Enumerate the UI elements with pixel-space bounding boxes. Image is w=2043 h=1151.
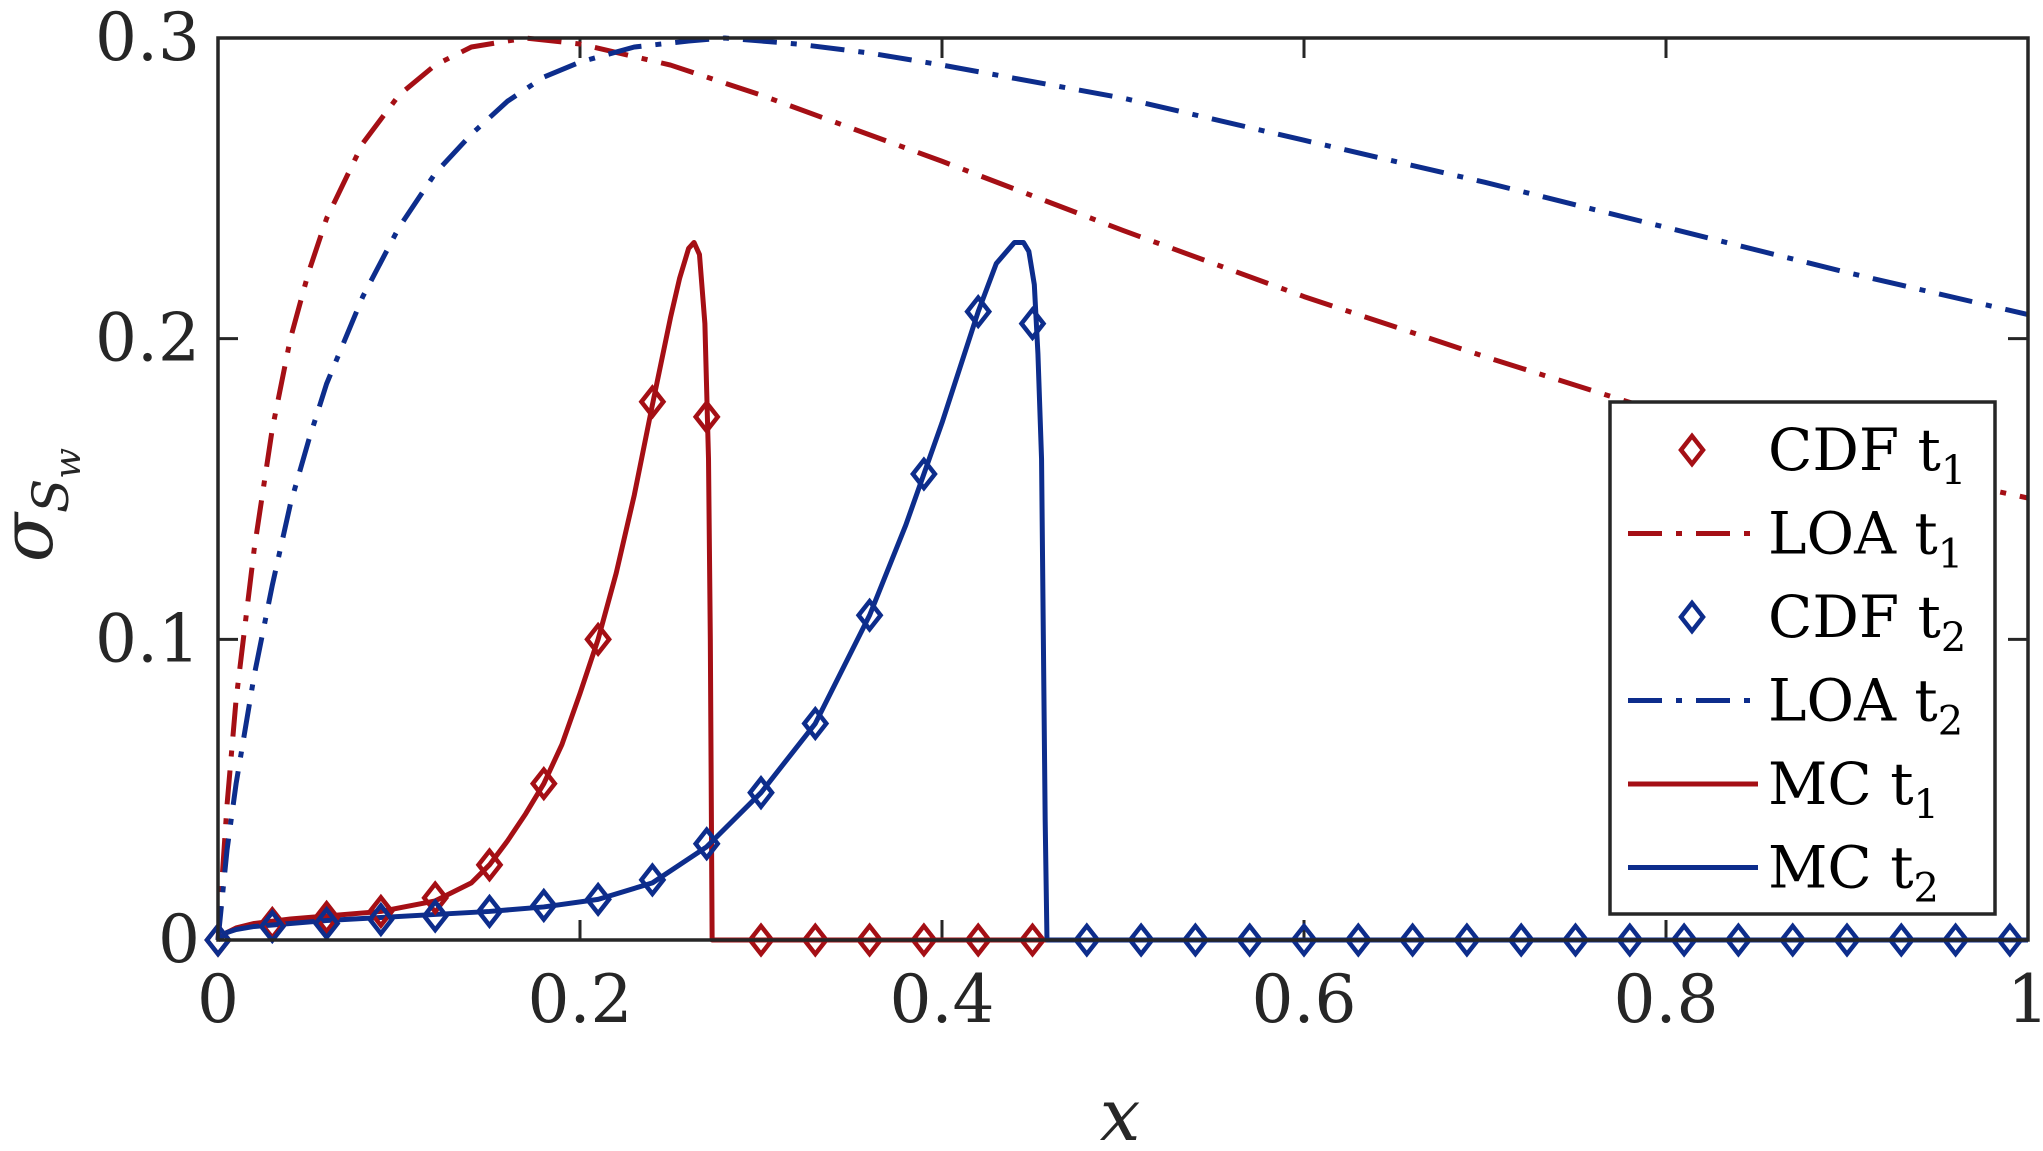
legend-entry: LOA t1 — [1628, 500, 1963, 578]
data-point — [1724, 922, 1753, 958]
series-3-line — [215, 35, 2029, 941]
data-point — [1398, 922, 1427, 958]
series-1-line — [215, 35, 2029, 941]
data-point — [910, 456, 938, 492]
x-tick-label: 0.4 — [890, 961, 995, 1038]
data-point — [1181, 922, 1210, 958]
x-tick-label: 0 — [197, 961, 239, 1038]
data-point — [1018, 922, 1047, 958]
data-point — [638, 384, 667, 420]
data-point — [747, 775, 775, 811]
data-point — [801, 705, 830, 742]
data-point — [855, 597, 884, 633]
data-point — [1996, 922, 2024, 958]
legend-label-name: CDF t — [1768, 416, 1941, 484]
data-point — [692, 826, 721, 862]
y-tick-label: 0.3 — [95, 0, 200, 76]
legend-entry: LOA t2 — [1628, 667, 1963, 745]
series-2-markers — [204, 293, 2024, 958]
data-point — [1778, 922, 1807, 958]
x-tick-label: 0.8 — [1614, 961, 1719, 1038]
legend-label-subscript: 1 — [1941, 448, 1966, 494]
legend-label-name: MC t — [1768, 750, 1914, 818]
data-point — [1561, 922, 1590, 958]
plot-series — [204, 35, 2029, 958]
legend-label: LOA t2 — [1768, 667, 1963, 745]
data-point — [1072, 922, 1101, 958]
data-point — [692, 399, 721, 435]
legend-marker — [1678, 432, 1706, 468]
data-point — [1887, 922, 1916, 958]
plot-frame — [216, 36, 2030, 942]
data-point — [529, 887, 558, 924]
legend-entry: MC t1 — [1628, 750, 1939, 828]
data-point — [1507, 922, 1536, 958]
y-axis-label: σSw — [0, 448, 89, 562]
legend-label-subscript: 2 — [1938, 699, 1963, 745]
legend-label-name: LOA t — [1768, 500, 1938, 568]
legend-entry: MC t2 — [1628, 834, 1939, 912]
legend-label-subscript: 1 — [1938, 532, 1963, 578]
legend-label: LOA t1 — [1768, 500, 1963, 578]
legend-label-name: CDF t — [1768, 583, 1941, 651]
legend-label-name: MC t — [1768, 834, 1914, 902]
y-tick-label: 0.1 — [95, 600, 200, 677]
data-point — [475, 893, 504, 930]
data-point — [367, 901, 395, 938]
data-point — [855, 922, 884, 958]
x-tick-label: 0.2 — [528, 961, 633, 1038]
x-tick-label: 1 — [2007, 961, 2043, 1038]
data-point — [1941, 922, 1970, 958]
y-axis-label-subsub: w — [48, 448, 89, 479]
data-point — [801, 922, 830, 958]
data-point — [312, 905, 341, 942]
legend-label-subscript: 2 — [1914, 866, 1939, 912]
data-point — [964, 293, 993, 330]
data-point — [1344, 922, 1373, 958]
y-tick-labels: 0 0.1 0.2 0.3 — [95, 0, 200, 978]
legend-entry: CDF t1 — [1678, 416, 1966, 494]
data-point — [312, 899, 341, 936]
y-tick-label: 0.2 — [95, 300, 200, 377]
legend-marker — [1678, 599, 1706, 635]
x-axis-label: x — [1100, 1073, 1141, 1151]
data-point — [1453, 922, 1481, 958]
legend-label-subscript: 1 — [1914, 782, 1939, 828]
legend-label-subscript: 2 — [1941, 615, 1966, 661]
data-point — [421, 880, 450, 916]
legend-label-name: LOA t — [1768, 667, 1938, 735]
data-point — [584, 621, 612, 657]
legend-box — [1608, 400, 1997, 916]
data-point — [1833, 922, 1861, 958]
legend-label: CDF t2 — [1768, 583, 1966, 661]
data-point — [421, 898, 450, 934]
data-point — [367, 893, 395, 930]
legend-label: MC t1 — [1768, 750, 1939, 828]
data-point — [1127, 922, 1155, 958]
data-point — [529, 766, 558, 802]
legend-label: MC t2 — [1768, 834, 1939, 912]
legend-label: CDF t1 — [1768, 416, 1966, 494]
data-point — [1290, 922, 1318, 958]
legend-entry: CDF t2 — [1678, 583, 1966, 661]
data-point — [964, 922, 993, 958]
x-tick-labels: 0 0.2 0.4 0.6 0.8 1 — [197, 961, 2043, 1038]
data-point — [910, 922, 938, 958]
data-point — [1670, 922, 1698, 958]
data-point — [747, 922, 775, 958]
data-point — [638, 862, 667, 898]
data-point — [584, 881, 612, 918]
data-point — [1615, 922, 1644, 958]
data-point — [1235, 922, 1264, 958]
data-point — [204, 922, 232, 958]
data-point — [475, 847, 504, 883]
y-axis-label-main: σ — [0, 511, 69, 562]
y-tick-label: 0 — [158, 901, 200, 978]
x-tick-label: 0.6 — [1252, 961, 1357, 1038]
data-point — [1018, 305, 1047, 342]
y-axis-label-sub: S — [22, 479, 80, 513]
